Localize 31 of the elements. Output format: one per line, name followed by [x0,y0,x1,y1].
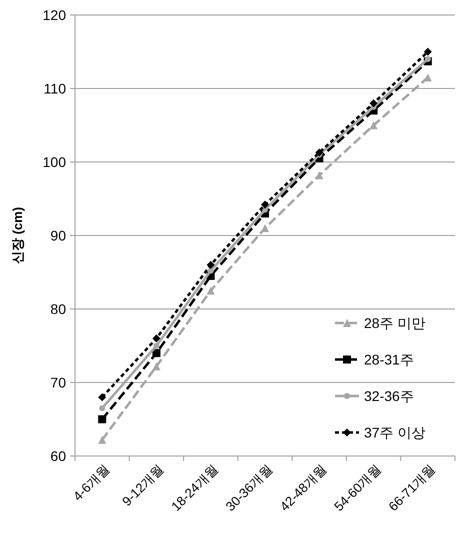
legend-label: 37주 이상 [364,424,426,440]
point [206,286,215,295]
legend-label: 32-36주 [364,388,414,404]
point [424,48,432,56]
point [315,148,324,156]
point [152,334,160,342]
y-tick-label: 110 [44,80,66,96]
legend-label: 28-31주 [364,352,414,368]
point [98,436,106,444]
y-tick-label: 70 [50,374,66,390]
point [98,393,106,402]
point [315,171,324,180]
point [99,405,106,412]
point [370,99,378,108]
legend-label: 28주 미만 [364,315,426,331]
y-tick-label: 90 [50,228,66,244]
point [208,268,214,274]
point [153,342,160,349]
point [261,200,269,209]
point [261,224,269,232]
point [370,121,378,130]
point [152,349,160,358]
point [152,362,160,370]
point [206,260,215,269]
point [424,56,431,62]
y-tick-label: 60 [50,448,66,464]
y-tick-label: 120 [42,7,66,23]
y-tick-label: 80 [50,301,66,317]
point [98,415,106,424]
y-axis-title: 신장 (cm) [10,206,25,264]
y-tick-label: 100 [42,154,66,170]
